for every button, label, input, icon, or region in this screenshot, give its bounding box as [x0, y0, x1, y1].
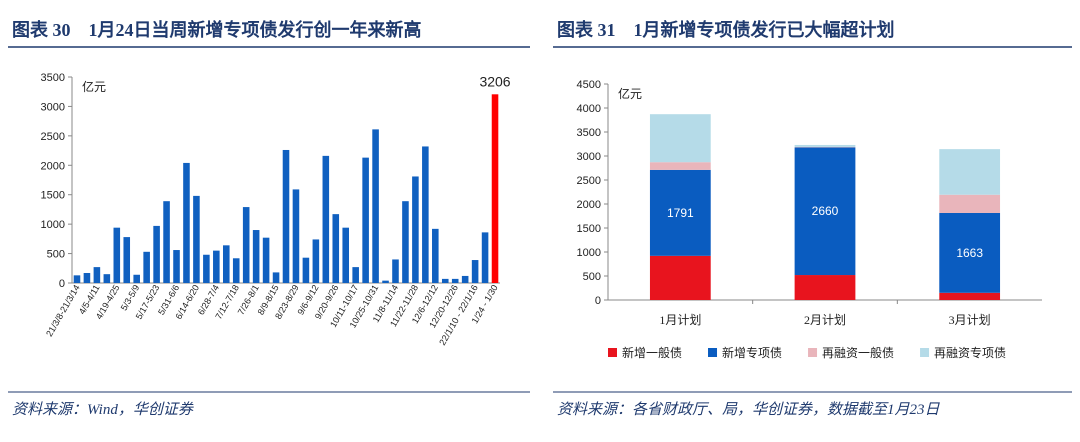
- y-tick-label: 1500: [41, 190, 65, 202]
- y-tick-label: 2500: [41, 131, 65, 143]
- bar: [382, 281, 389, 283]
- chart-title: 图表 30 1月24日当周新增专项债发行创一年来新高: [12, 19, 422, 40]
- y-tick-label: 0: [59, 278, 65, 290]
- y-tick-label: 500: [583, 271, 601, 283]
- source: 资料来源：各省财政厅、局，华创证券，数据截至1月23日: [557, 401, 941, 418]
- bar: [263, 238, 270, 283]
- x-tick-label: 2月计划: [804, 313, 846, 327]
- bar: [114, 228, 121, 283]
- bar: [342, 228, 349, 283]
- bar: [323, 156, 330, 283]
- bar-segment: [650, 256, 711, 300]
- bar: [422, 146, 429, 283]
- data-label: 1791: [667, 206, 694, 220]
- bar: [203, 255, 210, 283]
- bar-segment: [939, 149, 1000, 195]
- y-tick-label: 3000: [577, 151, 601, 163]
- bar: [452, 279, 459, 283]
- bar: [303, 258, 310, 283]
- bar-segment: [939, 293, 1000, 300]
- y-tick-label: 3000: [41, 101, 65, 113]
- legend-label: 新增一般债: [622, 345, 682, 360]
- legend-label: 再融资一般债: [822, 345, 894, 360]
- bar: [84, 273, 91, 283]
- bar: [143, 252, 150, 283]
- bar: [213, 251, 220, 283]
- bar: [104, 274, 111, 283]
- bar: [392, 259, 399, 283]
- bar: [193, 196, 200, 283]
- bar: [293, 189, 300, 283]
- data-label: 3206: [479, 73, 510, 89]
- bar: [253, 230, 260, 283]
- y-tick-label: 1500: [577, 223, 601, 235]
- y-tick-label: 4500: [577, 79, 601, 91]
- legend-swatch: [608, 348, 617, 357]
- bar: [472, 260, 479, 283]
- bar: [273, 272, 280, 283]
- y-unit: 亿元: [82, 79, 106, 94]
- bar: [362, 158, 369, 283]
- bar: [94, 267, 101, 283]
- y-tick-label: 1000: [577, 247, 601, 259]
- source: 资料来源：Wind，华创证券: [12, 401, 194, 418]
- bar: [283, 150, 290, 283]
- legend-label: 再融资专项债: [934, 345, 1006, 360]
- bar: [133, 275, 140, 283]
- bar: [482, 232, 489, 283]
- bar: [163, 201, 170, 283]
- bar: [412, 176, 419, 283]
- legend-swatch: [920, 348, 929, 357]
- bar: [432, 229, 439, 283]
- y-tick-label: 500: [47, 249, 65, 261]
- y-tick-label: 1000: [41, 219, 65, 231]
- y-tick-label: 3500: [577, 127, 601, 139]
- legend-swatch: [708, 348, 717, 357]
- bar: [74, 275, 81, 283]
- legend-label: 新增专项债: [722, 345, 782, 360]
- bar: [223, 245, 230, 283]
- bar-segment: [939, 195, 1000, 213]
- bar: [402, 201, 409, 283]
- y-tick-label: 2000: [577, 199, 601, 211]
- bar: [313, 239, 320, 283]
- bar: [183, 163, 190, 283]
- bar: [153, 226, 160, 283]
- bar: [352, 267, 359, 283]
- bar-segment: [795, 275, 856, 300]
- legend-swatch: [808, 348, 817, 357]
- bar: [123, 237, 130, 283]
- y-unit: 亿元: [618, 86, 642, 101]
- y-tick-label: 3500: [41, 72, 65, 84]
- y-tick-label: 4000: [577, 103, 601, 115]
- x-tick-label: 3月计划: [949, 313, 991, 327]
- bar: [173, 250, 180, 283]
- y-tick-label: 2500: [577, 175, 601, 187]
- bar: [332, 214, 339, 283]
- bar: [442, 279, 449, 283]
- bar-segment: [650, 114, 711, 162]
- bar: [462, 276, 469, 283]
- chart-title: 图表 31 1月新增专项债发行已大幅超计划: [557, 19, 895, 40]
- data-label: 1663: [956, 246, 983, 260]
- bar: [233, 258, 240, 283]
- y-tick-label: 2000: [41, 160, 65, 172]
- y-tick-label: 0: [595, 295, 601, 307]
- bar: [492, 94, 499, 283]
- bar: [243, 207, 250, 283]
- x-tick-label: 1月计划: [659, 313, 701, 327]
- data-label: 2660: [812, 204, 839, 218]
- bar-segment: [650, 162, 711, 170]
- bar: [372, 129, 379, 283]
- bar-segment: [795, 145, 856, 147]
